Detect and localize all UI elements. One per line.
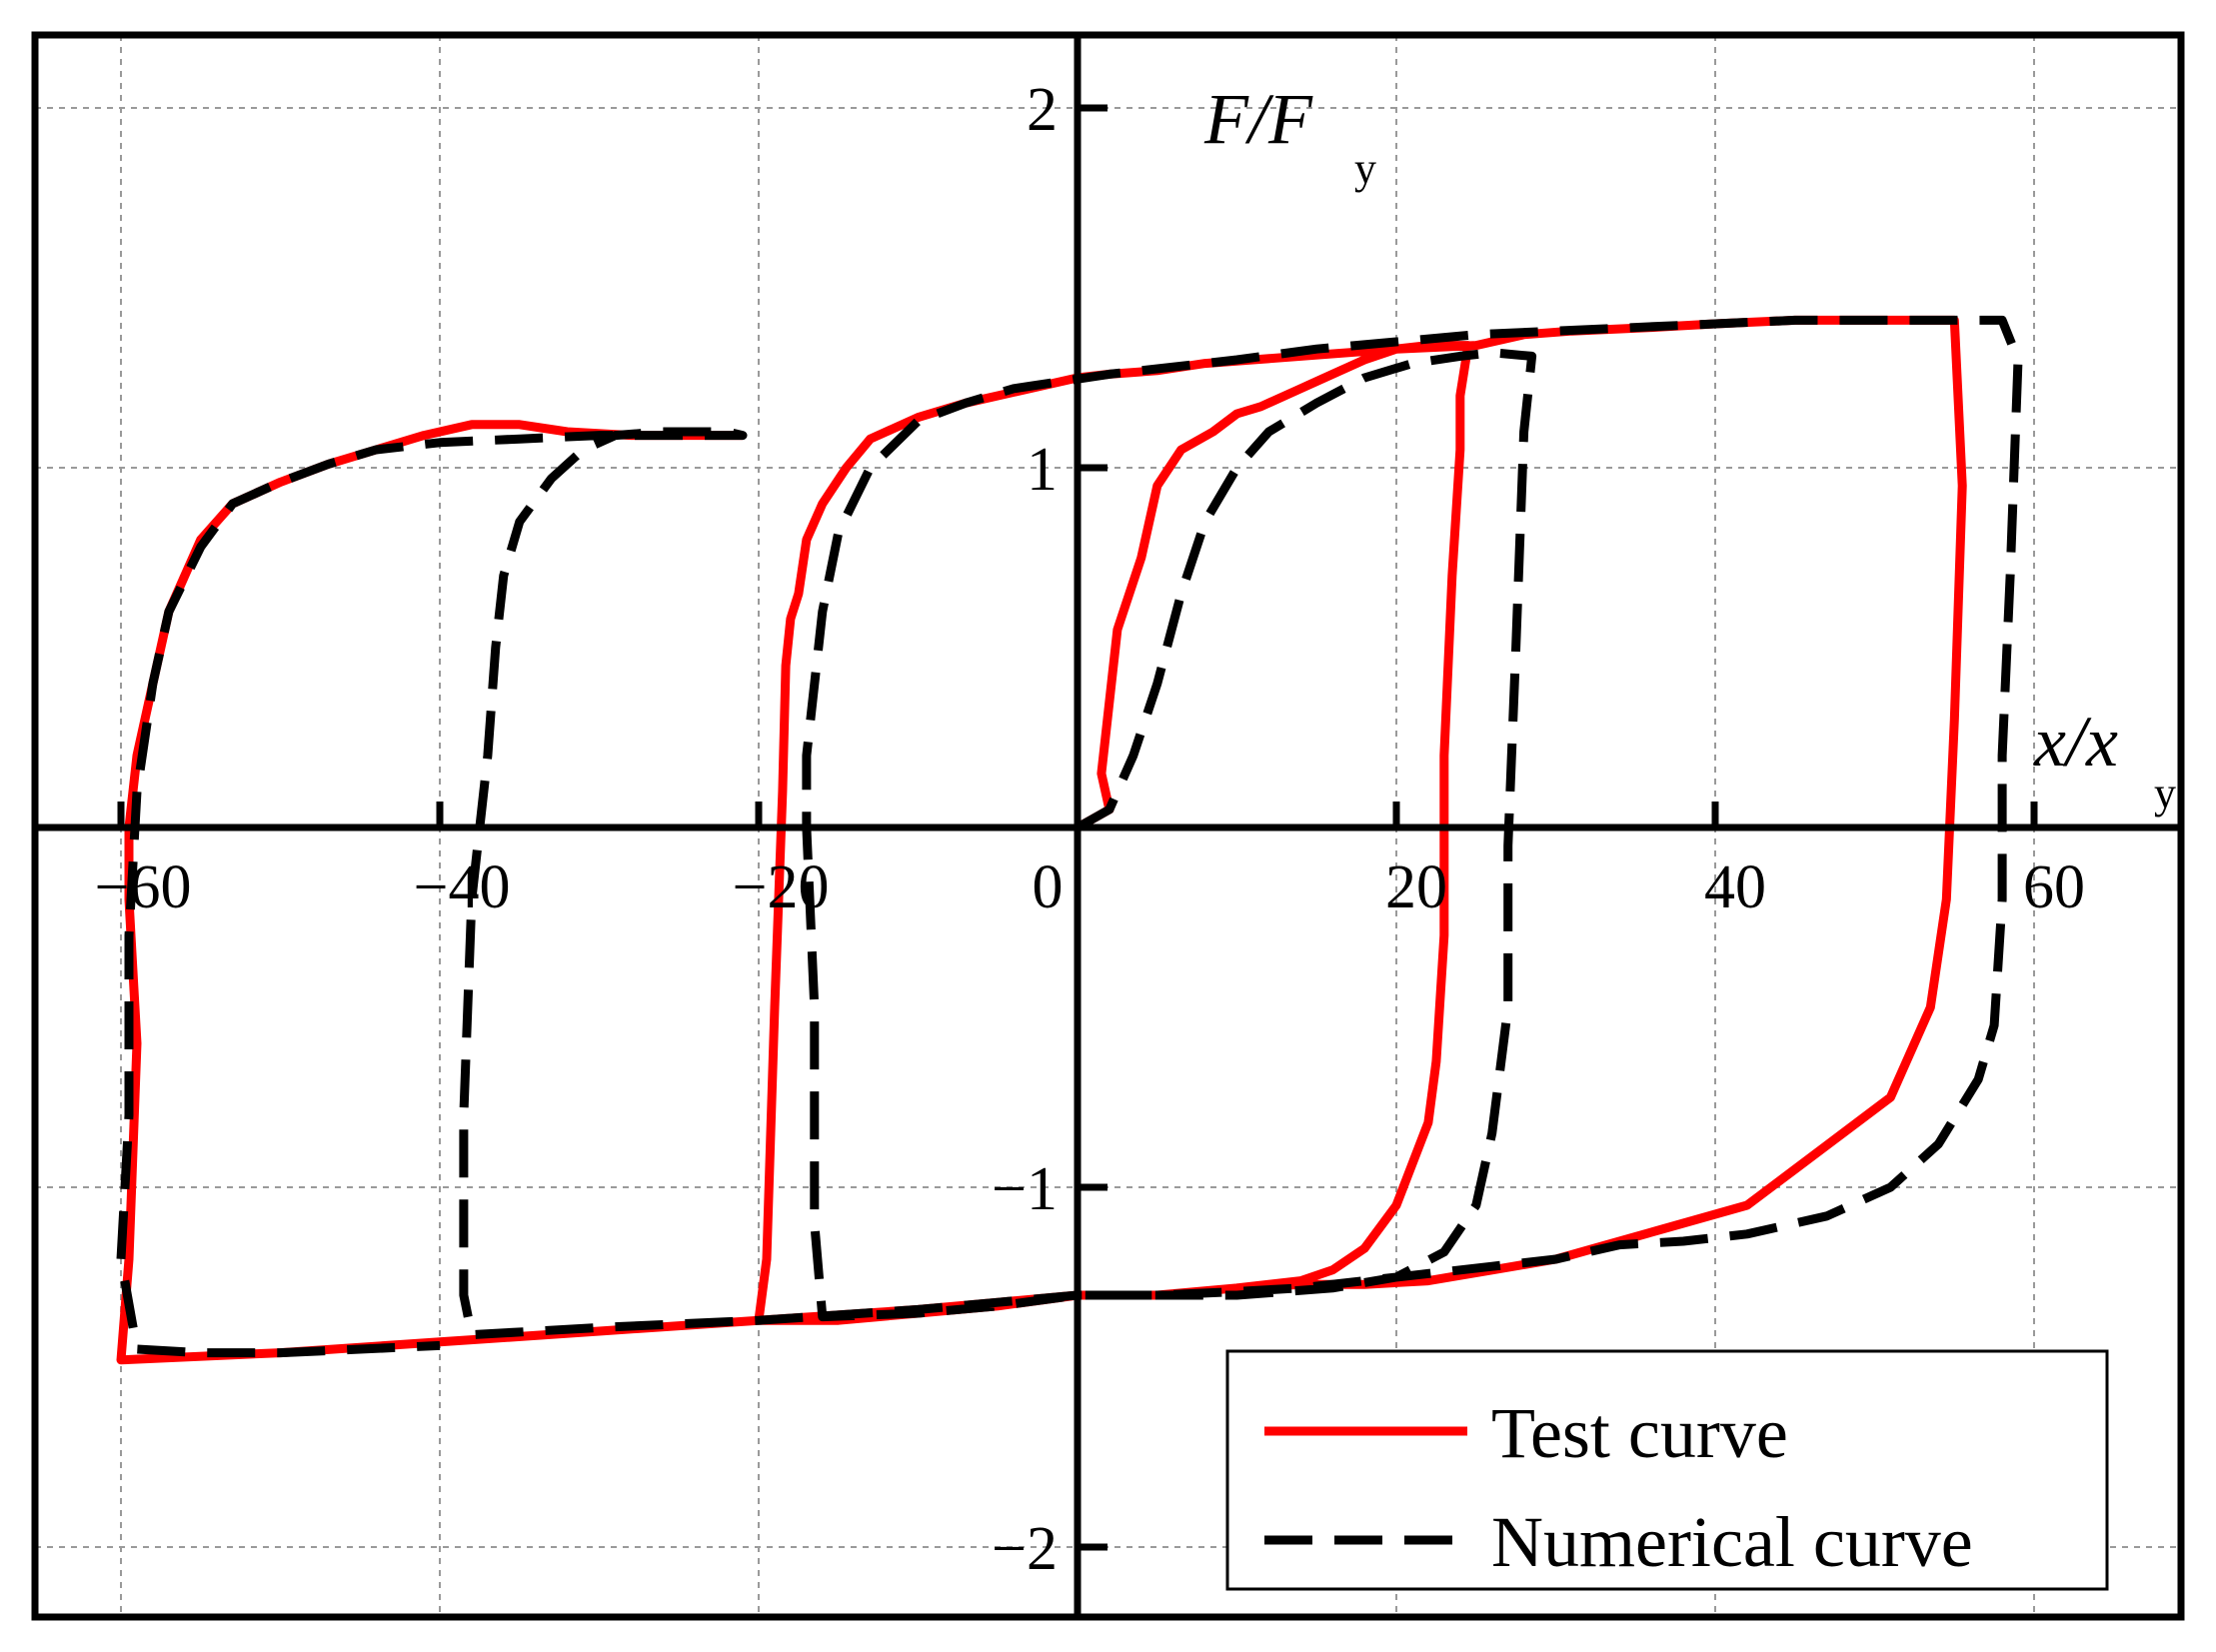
- x-tick-label: 60: [2023, 853, 2085, 921]
- legend-test-label: Test curve: [1491, 1393, 1788, 1473]
- series-line-numerical-curve: [116, 315, 2023, 1358]
- series-layer: [116, 315, 2023, 1365]
- x-tick-label: −20: [733, 853, 830, 921]
- x-tick-label: 40: [1704, 853, 1766, 921]
- x-axis-title-main: x/x: [2033, 702, 2118, 782]
- y-tick-label: −1: [992, 1155, 1058, 1223]
- y-tick-label: 2: [1027, 76, 1058, 144]
- series-line-test-curve: [116, 315, 1967, 1365]
- axes: −60 −40 −20 0 20 40 60 −2 −1 1 2: [35, 35, 2181, 1617]
- y-tick-label: −2: [992, 1515, 1058, 1583]
- x-axis-title-sub: y: [2154, 769, 2176, 818]
- legend-numerical-label: Numerical curve: [1491, 1502, 1973, 1582]
- x-tick-label: 0: [1033, 853, 1064, 921]
- x-tick-label: −40: [414, 853, 511, 921]
- y-axis-title-main: F/F: [1203, 79, 1313, 159]
- plot-frame: [31, 31, 2185, 1621]
- x-tick-label: 20: [1385, 853, 1447, 921]
- y-axis-title: F/F y: [1203, 79, 1376, 193]
- y-tick-label: 1: [1027, 436, 1058, 504]
- y-axis-title-sub: y: [1354, 144, 1376, 193]
- x-tick-label: −60: [95, 853, 192, 921]
- x-axis-title: x/x y: [2033, 702, 2176, 818]
- legend: Test curve Numerical curve: [1225, 1349, 2109, 1591]
- legend-box: [1225, 1349, 2109, 1591]
